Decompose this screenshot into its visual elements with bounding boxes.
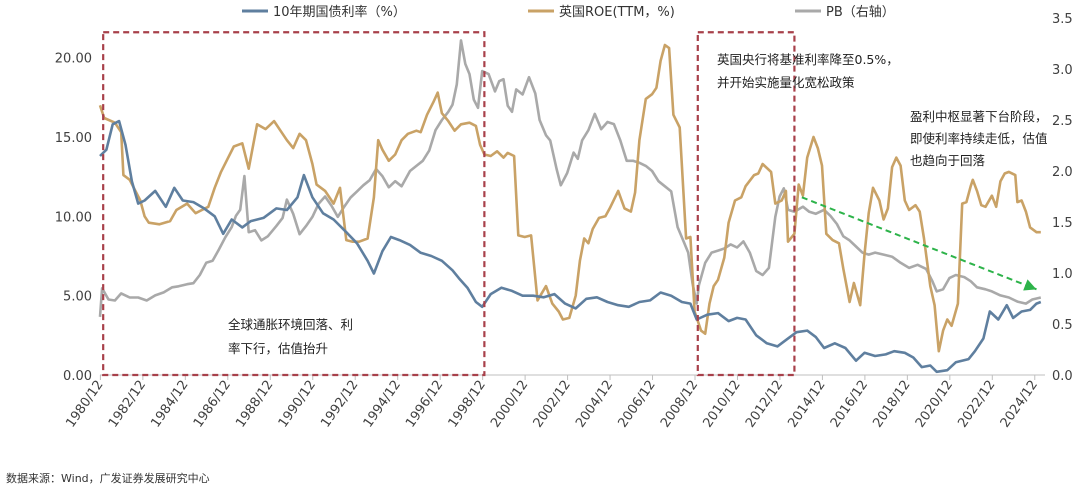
x-tick-label: 1990/12 [276, 378, 319, 431]
annotation-box2-line-1: 英国央行将基准利率降至0.5%， [717, 52, 899, 67]
legend-label-yield: 10年期国债利率（%） [273, 4, 406, 20]
annotation-box1-line-2: 率下行，估值抬升 [228, 341, 328, 356]
x-tick-label: 2002/12 [531, 378, 574, 431]
y-right-tick-label: 3.5 [1052, 12, 1073, 27]
trend-arrow-group [801, 196, 1037, 291]
x-tick-label: 2016/12 [828, 378, 871, 431]
annotation-box2-text: 英国央行将基准利率降至0.5%， 并开始实施量化宽松政策 [717, 52, 899, 90]
y-right-tick-label: 0.5 [1052, 318, 1073, 333]
x-tick-label: 2000/12 [488, 378, 531, 431]
y-axis-right: 0.0 0.5 1.0 1.5 2.0 2.5 3.0 3.5 [1052, 12, 1073, 384]
x-tick-label: 2014/12 [785, 378, 828, 431]
y-right-tick-label: 1.5 [1052, 216, 1073, 231]
x-tick-label: 2020/12 [913, 378, 956, 431]
chart-svg: 10年期国债利率（%） 英国ROE(TTM，%) PB（右轴） 0.00 5.00 10… [55, 4, 1073, 431]
x-axis: 1980/12 1982/12 1984/12 1986/12 1988/12 1990/… [63, 374, 1045, 431]
legend-label-roe: 英国ROE(TTM，%) [559, 5, 675, 20]
series-line-yield [99, 119, 1042, 374]
series-line-pb [98, 39, 1042, 317]
x-tick-label: 2010/12 [700, 378, 743, 431]
series-group [98, 39, 1042, 374]
y-left-tick-label: 20.00 [55, 52, 92, 67]
x-tick-label: 2004/12 [573, 378, 616, 431]
x-tick-label: 1988/12 [233, 378, 276, 431]
y-left-tick-label: 10.00 [55, 210, 92, 225]
x-tick-label: 2006/12 [616, 378, 659, 431]
x-tick-label: 1992/12 [318, 378, 361, 431]
annotation-right-line-3: 也趋向于回落 [910, 153, 986, 168]
x-tick-label: 1984/12 [148, 378, 191, 431]
y-right-tick-label: 3.0 [1052, 63, 1073, 78]
x-tick-label: 2018/12 [870, 378, 913, 431]
x-tick-label: 1994/12 [361, 378, 404, 431]
trend-arrow-line [801, 196, 1037, 291]
box-1981-1998 [102, 31, 486, 377]
annotation-boxes [102, 31, 796, 377]
source-note: 数据来源：Wind，广发证券发展研究中心 [6, 472, 210, 485]
y-left-tick-label: 0.00 [63, 369, 92, 384]
x-tick-label: 1982/12 [106, 378, 149, 431]
annotation-right-line-2: 即使利率持续走低，估值 [910, 131, 1048, 146]
x-tick-label: 2008/12 [658, 378, 701, 431]
x-tick-label: 1986/12 [191, 378, 234, 431]
legend: 10年期国债利率（%） 英国ROE(TTM，%) PB（右轴） [242, 4, 895, 20]
legend-label-pb: PB（右轴） [826, 5, 895, 20]
x-tick-label: 2012/12 [743, 378, 786, 431]
y-right-tick-label: 1.0 [1052, 267, 1073, 282]
x-tick-label: 1998/12 [446, 378, 489, 431]
x-tick-label: 2024/12 [998, 378, 1041, 431]
x-tick-label: 2022/12 [955, 378, 998, 431]
y-left-tick-label: 15.00 [55, 131, 92, 146]
x-tick-label: 1980/12 [63, 378, 106, 431]
y-axis-left: 0.00 5.00 10.00 15.00 20.00 [55, 52, 92, 384]
annotation-box2-line-2: 并开始实施量化宽松政策 [717, 75, 855, 90]
y-left-tick-label: 5.00 [63, 290, 92, 305]
y-right-tick-label: 0.0 [1052, 369, 1073, 384]
y-right-tick-label: 2.0 [1052, 165, 1073, 180]
y-right-tick-label: 2.5 [1052, 114, 1073, 129]
annotation-box1-line-1: 全球通胀环境回落、利 [228, 317, 353, 332]
trend-arrow-head [1023, 279, 1037, 291]
series-line-roe [98, 43, 1041, 353]
annotation-right-line-1: 盈利中枢显著下台阶段， [910, 109, 1048, 124]
x-tick-label: 1996/12 [403, 378, 446, 431]
